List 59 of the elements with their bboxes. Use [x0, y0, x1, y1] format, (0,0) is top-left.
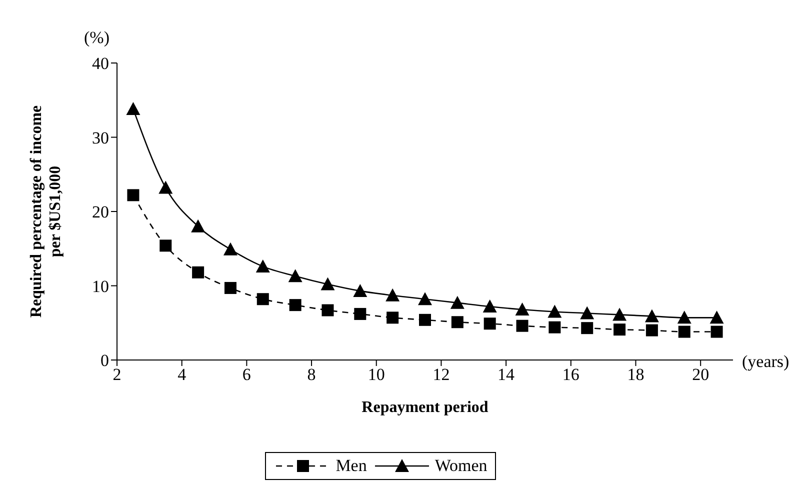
- x-tick-label: 2: [112, 365, 122, 384]
- point: [160, 240, 172, 252]
- point: [451, 316, 464, 328]
- x-tick-label: 4: [178, 365, 187, 384]
- y-axis-title: Required percentage of income per $US1,000: [28, 105, 64, 318]
- x-tick-label: 12: [432, 365, 450, 384]
- text: (years): [742, 352, 790, 372]
- point: [386, 312, 399, 324]
- y-tick-label: 10: [92, 276, 109, 296]
- point: [386, 288, 400, 302]
- point: [256, 259, 270, 272]
- point: [678, 326, 690, 338]
- x-tick-label: 18: [627, 365, 644, 384]
- point: [677, 310, 692, 324]
- y-tick-label: 20: [92, 202, 109, 222]
- point: [354, 308, 366, 320]
- point: [419, 314, 431, 326]
- point: [127, 189, 140, 202]
- x-tick-label: 6: [242, 365, 251, 384]
- legend-label: Men: [336, 456, 367, 476]
- point: [548, 321, 561, 334]
- point: [256, 293, 269, 306]
- point: [516, 320, 528, 332]
- point: [320, 277, 335, 290]
- point: [224, 282, 236, 294]
- text: (%): [84, 28, 110, 48]
- point: [484, 318, 496, 330]
- point: [646, 324, 658, 336]
- point: [710, 310, 724, 324]
- point: [614, 324, 626, 336]
- point: [612, 308, 627, 321]
- point: [322, 304, 334, 316]
- point: [450, 296, 464, 309]
- x-tick-label: 16: [562, 365, 580, 384]
- x-tick-label: 10: [368, 365, 385, 384]
- point: [710, 326, 723, 338]
- point: [126, 102, 140, 116]
- x-tick-label: 8: [307, 365, 316, 384]
- y-tick-label: 0: [100, 351, 109, 370]
- point: [191, 219, 206, 232]
- point: [192, 266, 204, 278]
- point: [580, 306, 594, 320]
- y-tick-label: 40: [92, 54, 109, 74]
- point: [418, 292, 432, 306]
- point: [353, 284, 368, 297]
- legend-label: Women: [434, 456, 488, 476]
- x-tick-label: 14: [498, 365, 516, 384]
- x-axis-title: Repayment period: [362, 399, 488, 416]
- point: [515, 302, 530, 316]
- point: [288, 269, 302, 282]
- x-tick-label: 20: [692, 365, 710, 384]
- point: [581, 322, 594, 334]
- point: [482, 300, 497, 313]
- point: [644, 309, 659, 322]
- point: [223, 242, 238, 256]
- point: [158, 180, 173, 194]
- point: [289, 299, 302, 312]
- point: [548, 304, 562, 318]
- y-tick-label: 30: [92, 128, 109, 148]
